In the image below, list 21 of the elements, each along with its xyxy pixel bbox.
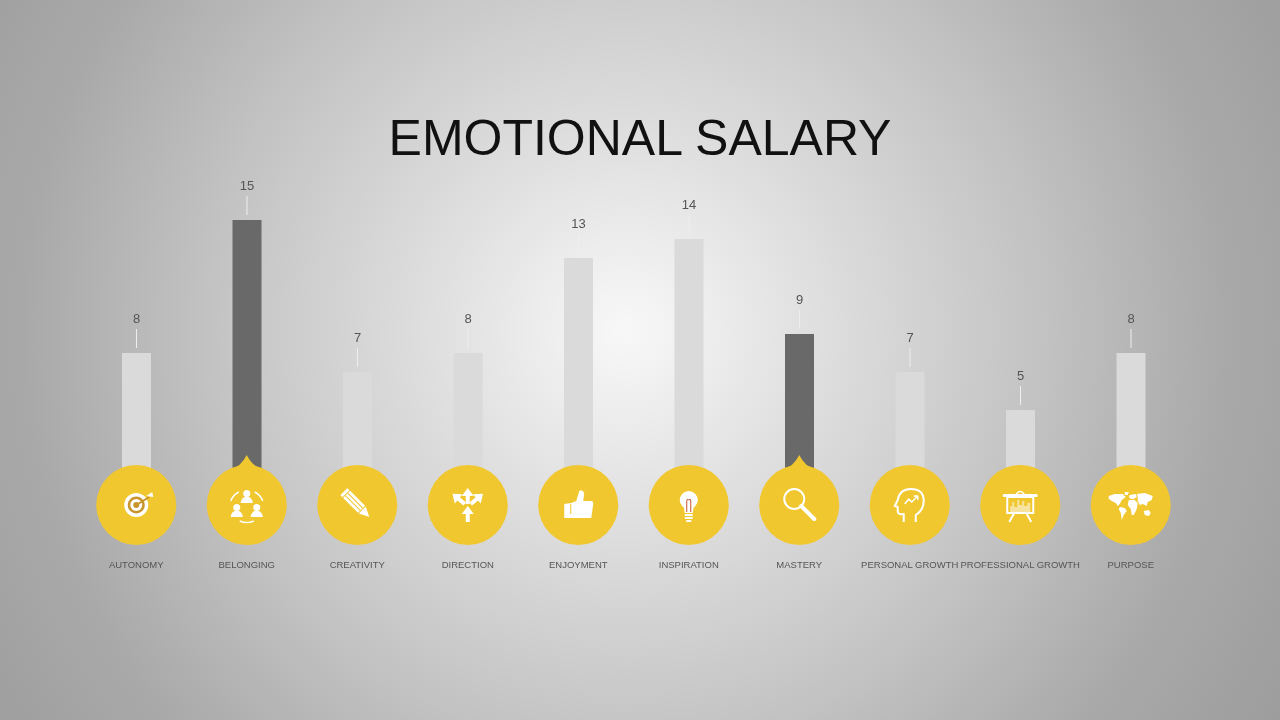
x-tick-label: CREATIVITY bbox=[329, 559, 386, 570]
chart-title: EMOTIONAL SALARY bbox=[388, 109, 892, 168]
x-tick-label: BELONGING bbox=[218, 559, 275, 570]
data-label: 13 bbox=[571, 216, 586, 231]
x-tick-label: AUTONOMY bbox=[108, 559, 165, 570]
data-label: 9 bbox=[795, 292, 804, 307]
x-tick-label: PERSONAL GROWTH bbox=[861, 559, 959, 570]
data-label: 14 bbox=[681, 197, 697, 212]
data-label: 7 bbox=[353, 330, 362, 345]
x-tick-label: INSPIRATION bbox=[658, 559, 719, 570]
x-tick-label: PROFESSIONAL GROWTH bbox=[960, 559, 1081, 570]
x-tick-label: DIRECTION bbox=[441, 559, 495, 570]
x-tick-label: PURPOSE bbox=[1107, 559, 1154, 570]
data-label: 15 bbox=[239, 178, 255, 193]
data-label: 7 bbox=[906, 330, 914, 345]
x-tick-label: ENJOYMENT bbox=[548, 559, 608, 570]
x-tick-label: MASTERY bbox=[776, 559, 823, 570]
data-label: 5 bbox=[1016, 368, 1025, 383]
data-label: 8 bbox=[132, 311, 141, 326]
data-label: 8 bbox=[1127, 311, 1135, 326]
data-label: 8 bbox=[464, 311, 472, 326]
